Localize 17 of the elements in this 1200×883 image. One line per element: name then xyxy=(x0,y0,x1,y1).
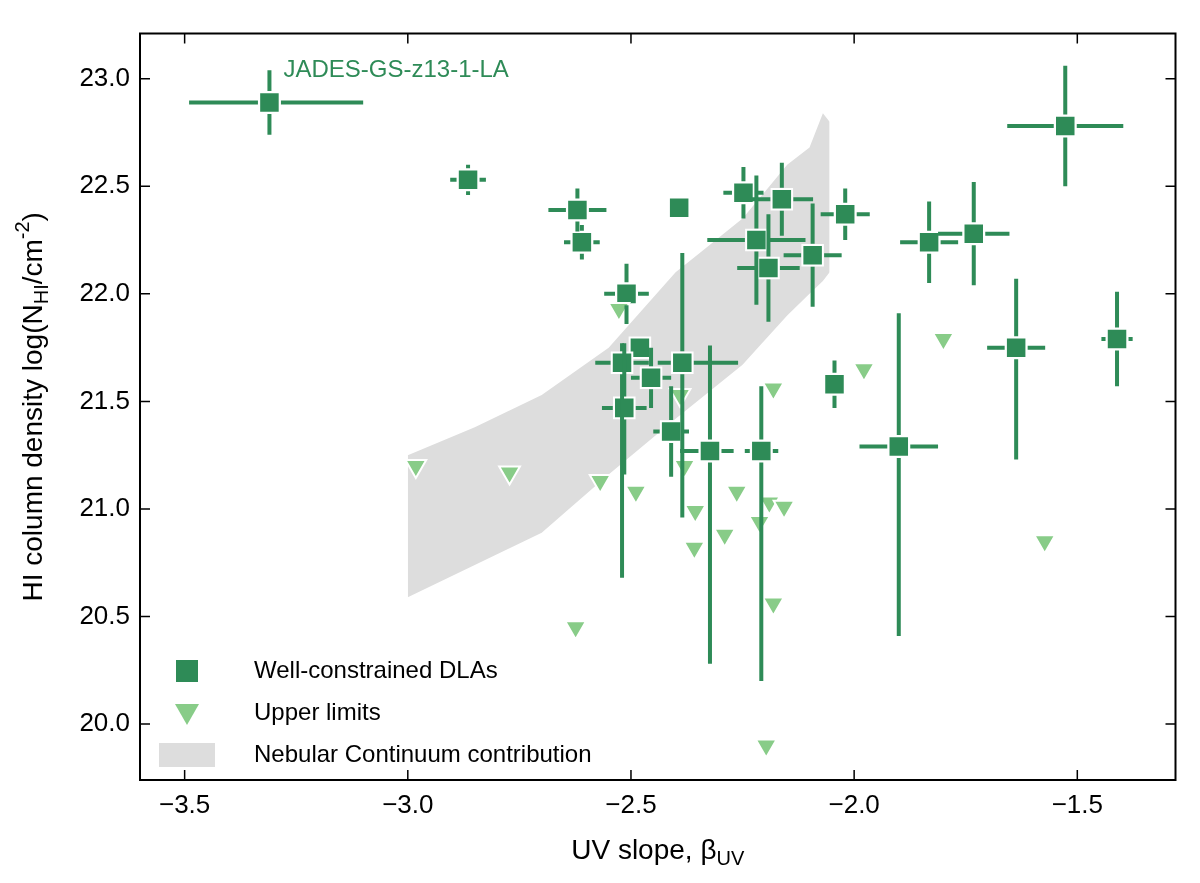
y-tick-label: 22.0 xyxy=(79,277,130,308)
legend-label: Upper limits xyxy=(254,697,381,725)
annotation: JADES-GS-z13-1-LA xyxy=(283,55,509,83)
x-tick-label: −2.0 xyxy=(828,788,880,819)
y-tick-label: 23.0 xyxy=(79,61,130,92)
y-axis-title: HI column density log(NHI/cm-2) xyxy=(10,212,52,602)
x-tick-label: −3.0 xyxy=(382,788,434,819)
y-tick-label: 22.5 xyxy=(79,169,130,200)
legend-label: Nebular Continuum contribution xyxy=(254,739,592,767)
y-tick-label: 21.5 xyxy=(79,384,130,415)
y-tick-label: 20.0 xyxy=(79,707,130,738)
x-tick-label: −3.5 xyxy=(158,788,211,819)
y-tick-label: 21.0 xyxy=(79,492,130,523)
x-tick-label: −2.5 xyxy=(605,788,657,819)
y-tick-label: 20.5 xyxy=(79,599,130,630)
x-tick-label: −1.5 xyxy=(1051,788,1103,819)
legend-label: Well-constrained DLAs xyxy=(254,655,498,683)
